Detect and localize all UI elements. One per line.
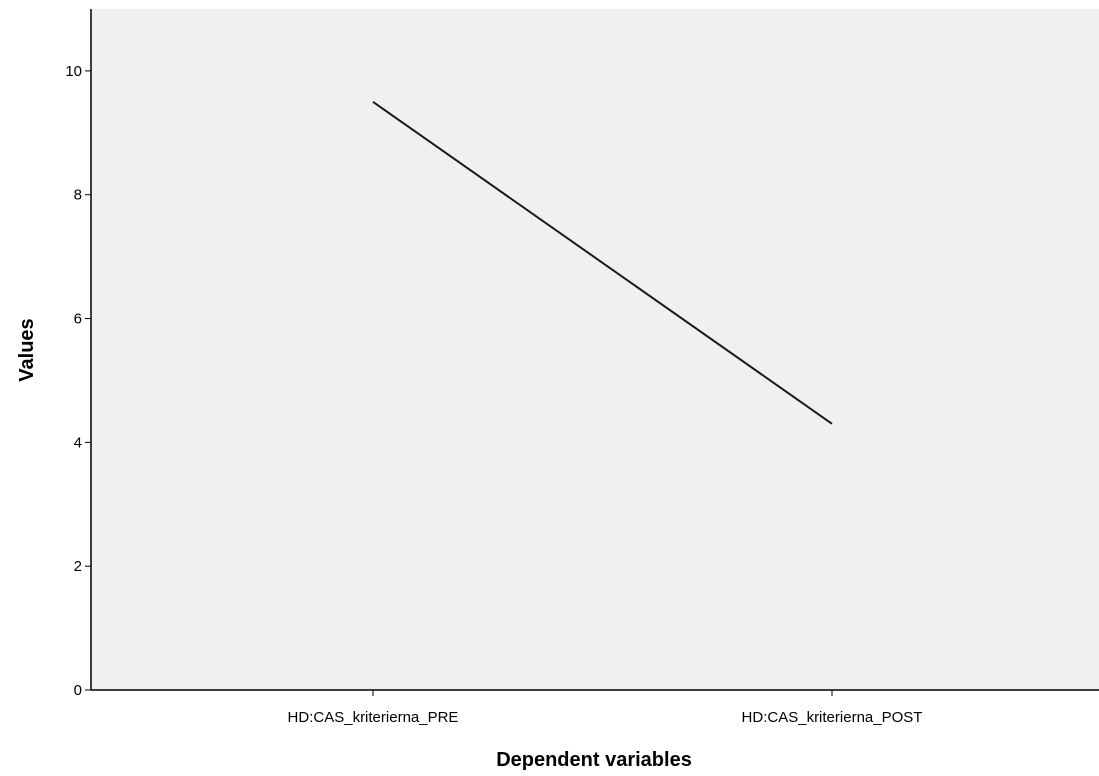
plot-area — [91, 9, 1099, 690]
y-tick-label: 8 — [74, 187, 82, 204]
y-axis-title: Values — [16, 318, 38, 381]
y-tick-label: 4 — [74, 434, 82, 451]
y-tick-label: 2 — [74, 558, 82, 575]
x-axis-ticks: HD:CAS_kriterierna_PRE HD:CAS_kriterierna… — [288, 690, 923, 726]
y-tick-label: 6 — [74, 311, 82, 328]
series-line — [372, 101, 833, 425]
x-tick-label: HD:CAS_kriterierna_PRE — [288, 709, 459, 726]
y-tick-label: 10 — [65, 63, 82, 80]
series-layer — [372, 101, 833, 425]
y-axis-ticks: 0 2 4 6 8 10 — [65, 63, 91, 699]
x-axis-title: Dependent variables — [496, 749, 692, 771]
y-tick-label: 0 — [74, 682, 82, 699]
x-tick-label: HD:CAS_kriterierna_POST — [742, 709, 923, 726]
